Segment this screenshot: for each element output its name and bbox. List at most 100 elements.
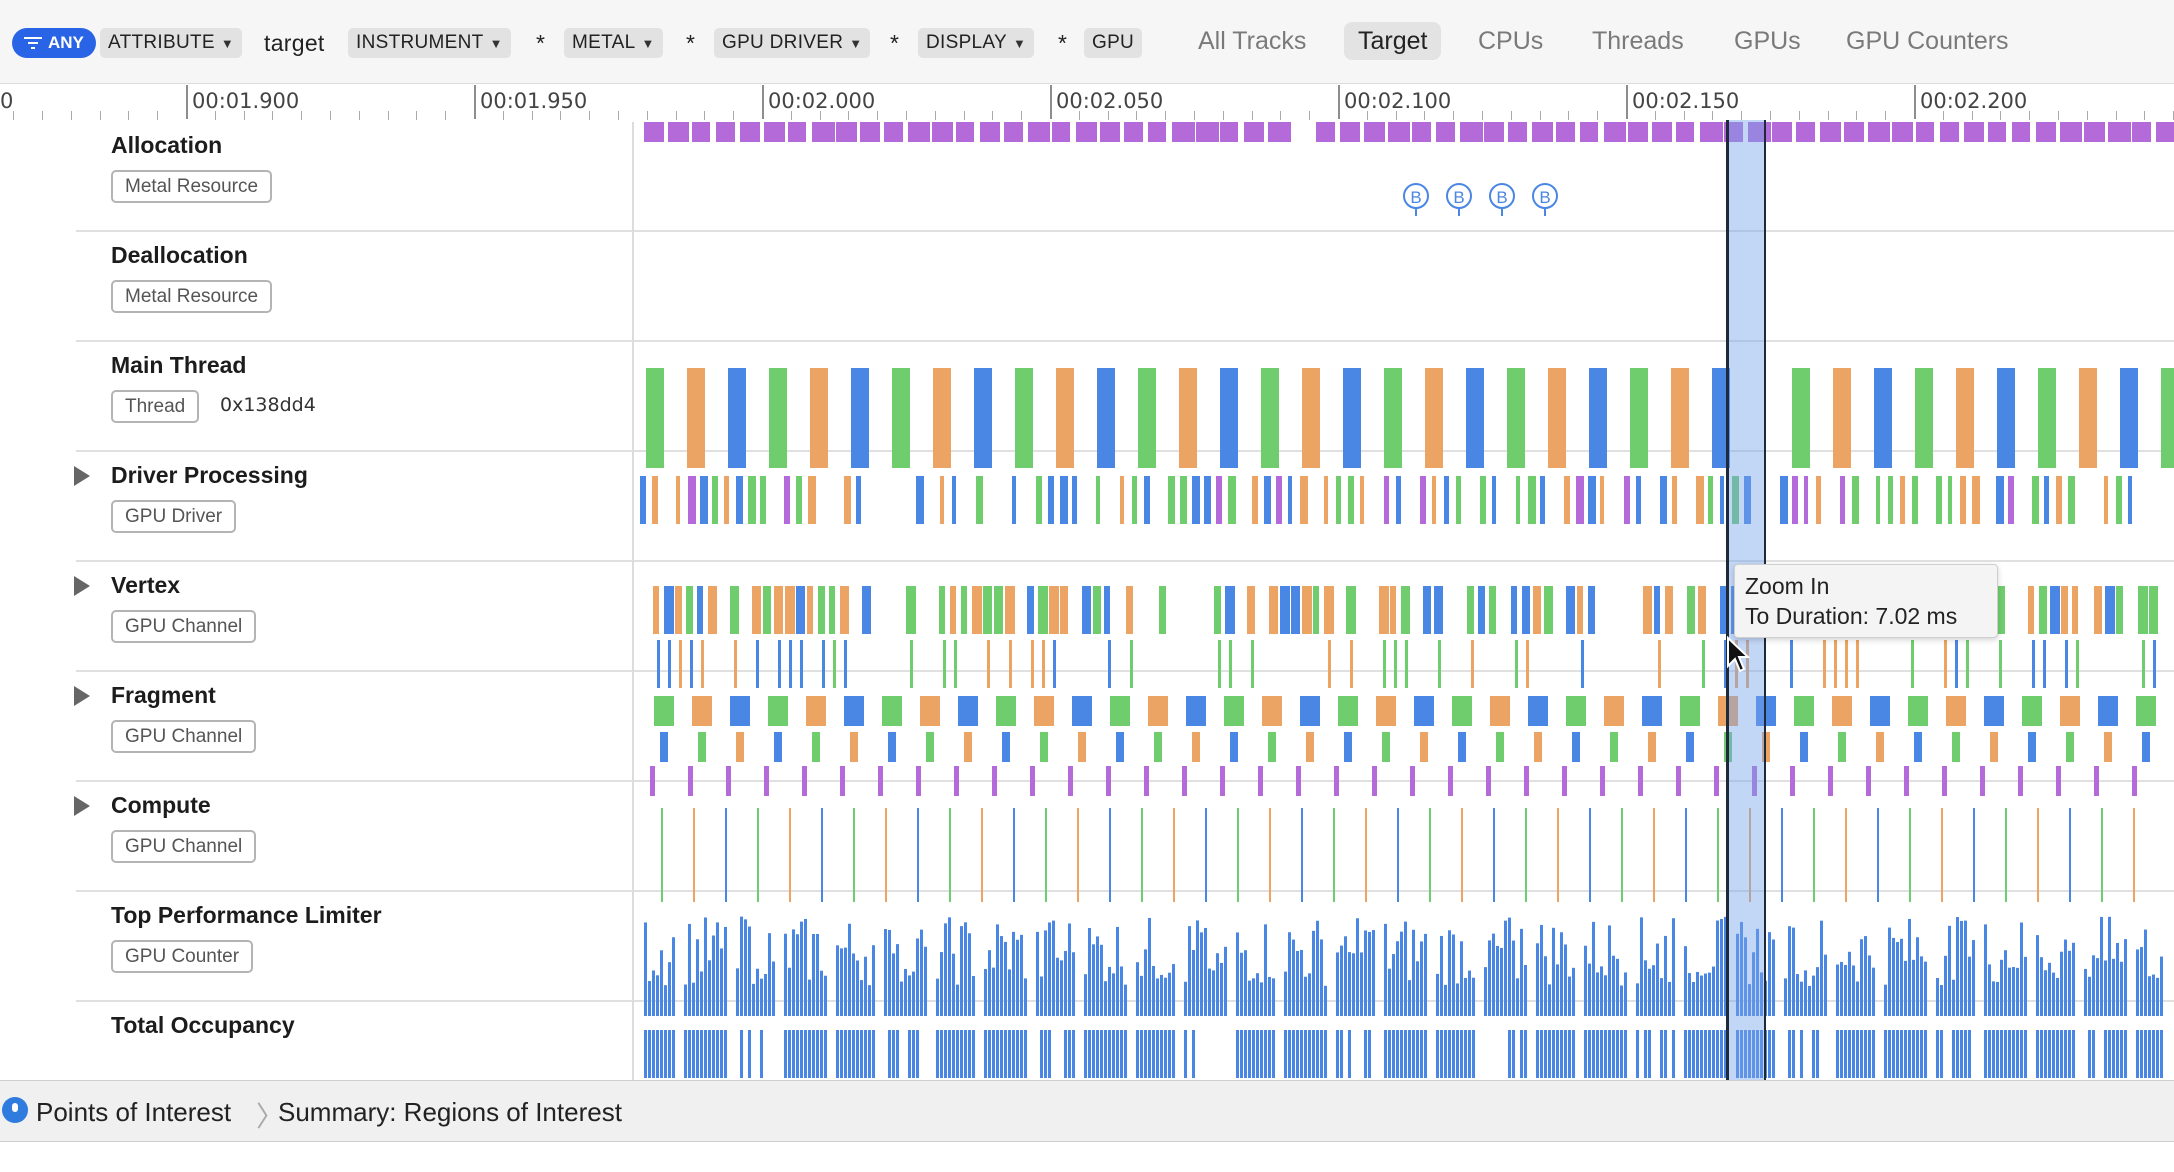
ruler-minor-tick (243, 111, 245, 120)
filter-token-gpu-driver[interactable]: GPU DRIVER ▼ (714, 28, 871, 58)
ruler-minor-tick (1741, 111, 1743, 120)
filter-token-display[interactable]: DISPLAY ▼ (918, 28, 1035, 58)
track-type-badge: GPU Counter (111, 940, 254, 973)
track-type-badge: GPU Channel (111, 720, 257, 753)
timeline-ruler[interactable]: 0 00:01.900 00:01.950 00:02.000 00:02.05… (0, 85, 2174, 120)
track-header: Driver Processing GPU Driver (0, 452, 632, 562)
filter-token-wildcard[interactable]: * (886, 28, 903, 58)
tab-all-tracks[interactable]: All Tracks (1198, 26, 1307, 55)
track-total-occupancy[interactable]: Total Occupancy (0, 1002, 2174, 1080)
track-name: Deallocation (111, 242, 248, 268)
disclosure-triangle-icon[interactable] (74, 686, 90, 706)
ruler-minor-tick (2115, 111, 2117, 120)
ruler-major-tick (186, 85, 188, 119)
track-divider (76, 230, 2174, 232)
tooltip-detail: To Duration: 7.02 ms (1745, 603, 1958, 629)
filter-token-metal[interactable]: METAL ▼ (564, 28, 663, 58)
ruler-major-tick (474, 85, 476, 119)
ruler-minor-tick (1482, 111, 1483, 120)
tab-target[interactable]: Target (1344, 22, 1442, 60)
filter-token-wildcard[interactable]: * (682, 28, 699, 58)
track-divider (76, 780, 2174, 782)
ruler-minor-tick (819, 111, 821, 120)
chevron-down-icon: ▼ (489, 35, 503, 51)
tab-gpu-counters[interactable]: GPU Counters (1846, 26, 2009, 55)
ruler-minor-tick (877, 111, 879, 120)
track-driver-processing[interactable]: Driver Processing GPU Driver (0, 452, 2174, 562)
breadcrumb-points-of-interest[interactable]: Points of Interest (36, 1097, 232, 1127)
track-top-performance-limiter[interactable]: Top Performance Limiter GPU Counter (0, 892, 2174, 1002)
token-label: * (1058, 29, 1068, 56)
filter-token-value[interactable]: target (260, 28, 329, 58)
tooltip-title: Zoom In (1745, 573, 1830, 599)
ruler-minor-tick (1539, 111, 1541, 120)
track-deallocation[interactable]: Deallocation Metal Resource (0, 232, 2174, 342)
ruler-minor-tick (848, 111, 850, 120)
token-label: * (536, 29, 546, 56)
ruler-minor-tick (2086, 111, 2088, 120)
track-main-thread[interactable]: Main Thread Thread 0x138dd4 (0, 342, 2174, 452)
ruler-minor-tick (1194, 111, 1195, 120)
filter-token-wildcard[interactable]: * (532, 28, 549, 58)
playhead[interactable] (1726, 120, 1729, 1080)
track-label-divider[interactable] (632, 122, 634, 1080)
token-label: * (686, 29, 696, 56)
ruler-minor-tick (1366, 111, 1368, 120)
ruler-minor-tick (704, 111, 706, 120)
token-label: METAL (572, 32, 636, 53)
filter-token-wildcard[interactable]: * (1054, 28, 1071, 58)
disclosure-triangle-icon[interactable] (74, 576, 90, 596)
token-label: GPU DRIVER (722, 32, 844, 53)
ruler-minor-tick (2144, 111, 2146, 120)
track-divider (76, 890, 2174, 892)
track-type-badge: GPU Driver (111, 500, 237, 533)
pin-icon (2, 1097, 28, 1123)
filter-token-instrument[interactable]: INSTRUMENT ▼ (348, 28, 511, 58)
track-divider (76, 340, 2174, 342)
track-header: Vertex GPU Channel (0, 562, 632, 672)
disclosure-triangle-icon[interactable] (74, 796, 90, 816)
track-header: Fragment GPU Channel (0, 672, 632, 782)
track-fragment[interactable]: Fragment GPU Channel (0, 672, 2174, 782)
filter-any-button[interactable]: ANY (12, 28, 96, 58)
ruler-minor-tick (330, 111, 331, 120)
track-allocation[interactable]: Allocation Metal Resource (0, 122, 2174, 232)
filter-toolbar: ANY ATTRIBUTE ▼ target INSTRUMENT ▼ * META… (0, 0, 2174, 84)
tab-threads[interactable]: Threads (1592, 26, 1684, 55)
ruler-minor-tick (272, 111, 274, 120)
filter-any-label: ANY (48, 33, 84, 52)
ruler-minor-tick (1453, 111, 1455, 120)
ruler-minor-tick (1568, 111, 1570, 120)
track-name: Top Performance Limiter (111, 902, 382, 928)
ruler-label: 00:02.050 (1056, 89, 1164, 113)
ruler-minor-tick (1654, 111, 1656, 120)
ruler-label: 00:01.950 (480, 89, 588, 113)
ruler-minor-tick (1798, 111, 1800, 120)
track-compute[interactable]: Compute GPU Channel (0, 782, 2174, 892)
ruler-minor-tick (1424, 111, 1426, 120)
tab-cpus[interactable]: CPUs (1478, 26, 1544, 55)
filter-token-attribute[interactable]: ATTRIBUTE ▼ (100, 28, 243, 58)
ruler-minor-tick (1136, 111, 1138, 120)
ruler-label: 00:02.100 (1344, 89, 1452, 113)
token-label: INSTRUMENT (356, 32, 484, 53)
ruler-minor-tick (934, 111, 936, 120)
track-vertex[interactable]: Vertex GPU Channel (0, 562, 2174, 672)
ruler-minor-tick (906, 111, 907, 120)
disclosure-triangle-icon[interactable] (74, 466, 90, 486)
track-name: Main Thread (111, 352, 247, 378)
breadcrumb-summary[interactable]: Summary: Regions of Interest (278, 1097, 622, 1127)
ruler-minor-tick (1165, 111, 1167, 120)
tab-gpus[interactable]: GPUs (1734, 26, 1801, 55)
track-divider (76, 670, 2174, 672)
ruler-minor-tick (646, 111, 648, 120)
mouse-pointer-icon (1727, 636, 1750, 673)
ruler-minor-tick (1280, 111, 1282, 120)
ruler-major-tick (1338, 85, 1340, 119)
chevron-down-icon: ▼ (220, 35, 235, 51)
chevron-down-icon: ▼ (849, 35, 863, 51)
track-type-badge: GPU Channel (111, 610, 257, 643)
track-header: Compute GPU Channel (0, 782, 632, 892)
ruler-major-tick (1914, 85, 1916, 119)
filter-token-gpu[interactable]: GPU (1084, 28, 1143, 58)
